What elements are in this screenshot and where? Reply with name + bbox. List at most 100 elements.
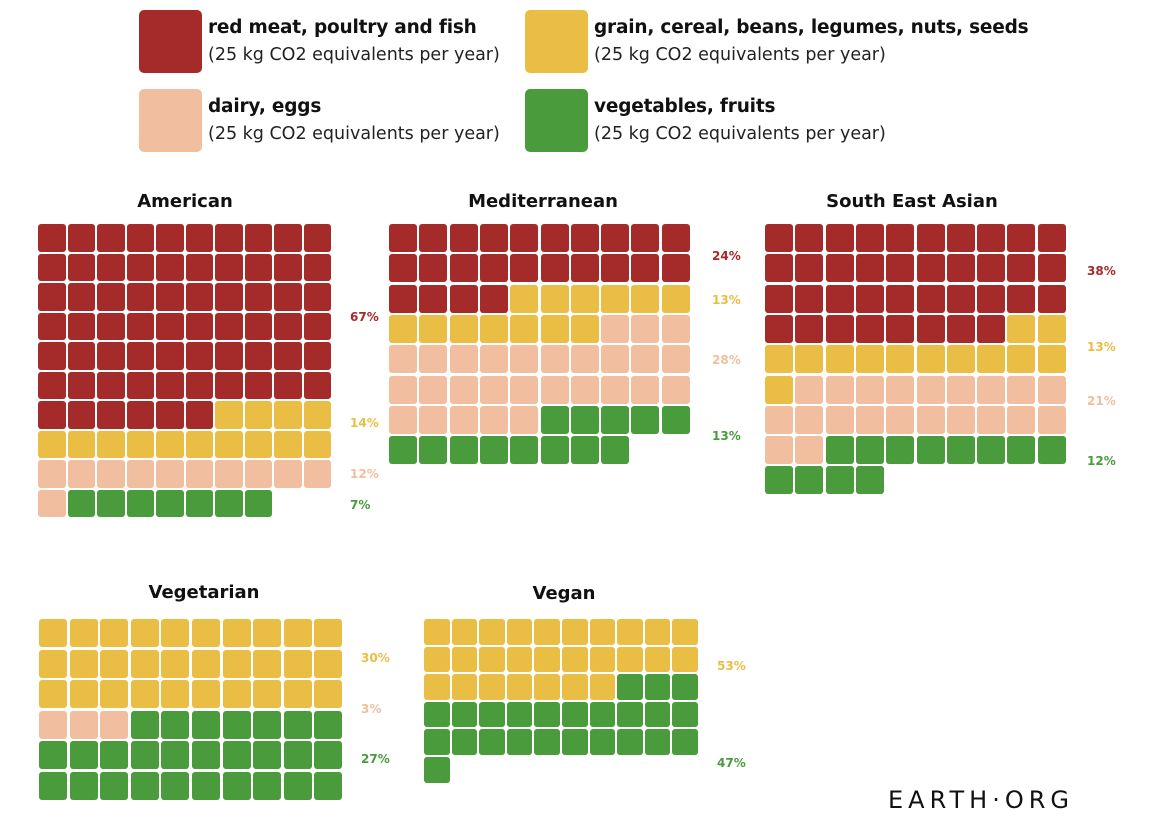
percent-label-vegan-grain: 53% xyxy=(717,659,746,673)
waffle-cell-vegan-veg xyxy=(617,674,643,700)
legend-title-grain: grain, cereal, beans, legumes, nuts, see… xyxy=(594,17,1029,38)
waffle-cell-vegetarian-grain xyxy=(161,680,190,709)
waffle-cell-american-red-meat xyxy=(274,342,302,370)
waffle-cell-american-red-meat xyxy=(126,224,154,252)
waffle-cell-south-east-asian-dairy xyxy=(855,405,884,434)
waffle-cell-american-red-meat xyxy=(303,253,331,281)
waffle-cell-american-red-meat xyxy=(156,312,184,340)
waffle-cell-south-east-asian-red-meat xyxy=(946,224,975,252)
waffle-cell-south-east-asian-red-meat xyxy=(916,314,945,343)
waffle-cell-american-dairy xyxy=(185,460,213,488)
waffle-cell-south-east-asian-dairy xyxy=(825,405,854,434)
percent-label-vegetarian-grain: 30% xyxy=(361,651,390,665)
percent-label-south-east-asian-red-meat: 38% xyxy=(1087,264,1116,278)
waffle-cell-south-east-asian-red-meat xyxy=(1037,254,1066,283)
waffle-cell-south-east-asian-veg xyxy=(825,436,854,465)
waffle-cell-american-red-meat xyxy=(274,371,302,399)
waffle-cell-vegetarian-veg xyxy=(192,710,220,739)
waffle-cell-south-east-asian-red-meat xyxy=(916,224,945,252)
waffle-cell-mediterranean-veg xyxy=(601,436,630,465)
waffle-cell-vegetarian-veg xyxy=(100,741,129,770)
waffle-cell-south-east-asian-veg xyxy=(916,436,945,465)
waffle-cell-vegan-grain xyxy=(424,619,450,645)
waffle-cell-mediterranean-veg xyxy=(510,436,539,465)
percent-label-mediterranean-red-meat: 24% xyxy=(712,249,741,263)
waffle-cell-vegan-grain xyxy=(562,646,588,673)
waffle-cell-south-east-asian-dairy xyxy=(946,405,975,434)
waffle-cell-mediterranean-red-meat xyxy=(449,224,478,252)
waffle-cell-american-red-meat xyxy=(126,401,154,429)
waffle-cell-south-east-asian-veg xyxy=(886,436,915,465)
waffle-cell-american-red-meat xyxy=(38,342,66,370)
waffle-cell-vegan-grain xyxy=(534,674,560,700)
waffle-cell-vegetarian-veg xyxy=(253,741,282,770)
waffle-cell-mediterranean-dairy xyxy=(631,345,660,374)
waffle-cell-american-dairy xyxy=(97,460,125,488)
waffle-cell-mediterranean-dairy xyxy=(479,375,508,404)
waffle-cell-vegan-veg xyxy=(451,729,478,755)
waffle-cell-mediterranean-grain xyxy=(510,314,539,343)
waffle-cell-american-red-meat xyxy=(156,371,184,399)
waffle-cell-american-red-meat xyxy=(274,283,302,311)
waffle-cell-south-east-asian-dairy xyxy=(795,405,824,434)
waffle-cell-south-east-asian-red-meat xyxy=(765,254,793,283)
waffle-cell-american-dairy xyxy=(156,460,184,488)
percent-label-vegetarian-veg: 27% xyxy=(361,752,390,766)
waffle-cell-mediterranean-dairy xyxy=(601,375,630,404)
waffle-cell-south-east-asian-red-meat xyxy=(765,314,793,343)
waffle-cell-mediterranean-grain xyxy=(449,314,478,343)
waffle-cell-american-red-meat xyxy=(67,371,95,399)
waffle-cell-american-grain xyxy=(303,401,331,429)
waffle-cell-vegetarian-grain xyxy=(161,649,190,678)
waffle-cell-mediterranean-veg xyxy=(419,436,448,465)
waffle-cell-vegetarian-dairy xyxy=(39,710,67,739)
waffle-cell-vegetarian-veg xyxy=(253,710,282,739)
waffle-cell-vegan-veg xyxy=(617,701,643,728)
percent-label-american-dairy: 12% xyxy=(350,467,379,481)
waffle-cell-mediterranean-dairy xyxy=(449,405,478,434)
waffle-cell-mediterranean-dairy xyxy=(661,345,690,374)
waffle-cell-mediterranean-grain xyxy=(570,284,599,313)
waffle-cell-mediterranean-veg xyxy=(540,405,569,434)
waffle-cell-vegetarian-veg xyxy=(161,741,190,770)
waffle-cell-vegan-veg xyxy=(506,701,533,728)
waffle-cell-vegan-veg xyxy=(506,729,533,755)
waffle-cell-vegetarian-veg xyxy=(222,741,251,770)
waffle-cell-american-red-meat xyxy=(303,224,331,252)
waffle-cell-mediterranean-dairy xyxy=(601,345,630,374)
waffle-cell-south-east-asian-dairy xyxy=(1007,405,1036,434)
waffle-cell-american-red-meat xyxy=(156,224,184,252)
waffle-cell-american-red-meat xyxy=(303,371,331,399)
waffle-cell-south-east-asian-dairy xyxy=(1007,375,1036,404)
waffle-cell-vegetarian-grain xyxy=(161,619,190,647)
waffle-cell-american-grain xyxy=(67,430,95,458)
waffle-cell-vegetarian-grain xyxy=(314,680,343,709)
waffle-cell-south-east-asian-grain xyxy=(946,345,975,374)
waffle-cell-vegetarian-grain xyxy=(130,619,159,647)
waffle-cell-south-east-asian-red-meat xyxy=(855,284,884,313)
waffle-cell-south-east-asian-red-meat xyxy=(825,314,854,343)
waffle-cell-south-east-asian-red-meat xyxy=(795,314,824,343)
waffle-cell-vegan-grain xyxy=(506,619,533,645)
waffle-cell-south-east-asian-red-meat xyxy=(825,254,854,283)
waffle-cell-vegetarian-veg xyxy=(130,772,159,800)
waffle-cell-mediterranean-red-meat xyxy=(570,224,599,252)
waffle-cell-vegetarian-grain xyxy=(253,619,282,647)
waffle-cell-vegan-grain xyxy=(617,646,643,673)
waffle-cell-mediterranean-red-meat xyxy=(631,224,660,252)
waffle-cell-south-east-asian-veg xyxy=(946,436,975,465)
legend-subtitle-veg: (25 kg CO2 equivalents per year) xyxy=(594,124,886,144)
waffle-cell-american-veg xyxy=(97,489,125,517)
waffle-cell-mediterranean-dairy xyxy=(479,345,508,374)
waffle-cell-american-dairy xyxy=(215,460,243,488)
waffle-cell-american-red-meat xyxy=(215,371,243,399)
waffle-cell-mediterranean-dairy xyxy=(570,375,599,404)
waffle-cell-american-red-meat xyxy=(303,342,331,370)
waffle-cell-american-red-meat xyxy=(67,342,95,370)
waffle-cell-south-east-asian-dairy xyxy=(795,375,824,404)
waffle-cell-american-red-meat xyxy=(244,312,272,340)
waffle-cell-south-east-asian-dairy xyxy=(916,405,945,434)
waffle-cell-south-east-asian-red-meat xyxy=(855,314,884,343)
waffle-cell-south-east-asian-red-meat xyxy=(1007,224,1036,252)
waffle-cell-mediterranean-red-meat xyxy=(389,284,417,313)
